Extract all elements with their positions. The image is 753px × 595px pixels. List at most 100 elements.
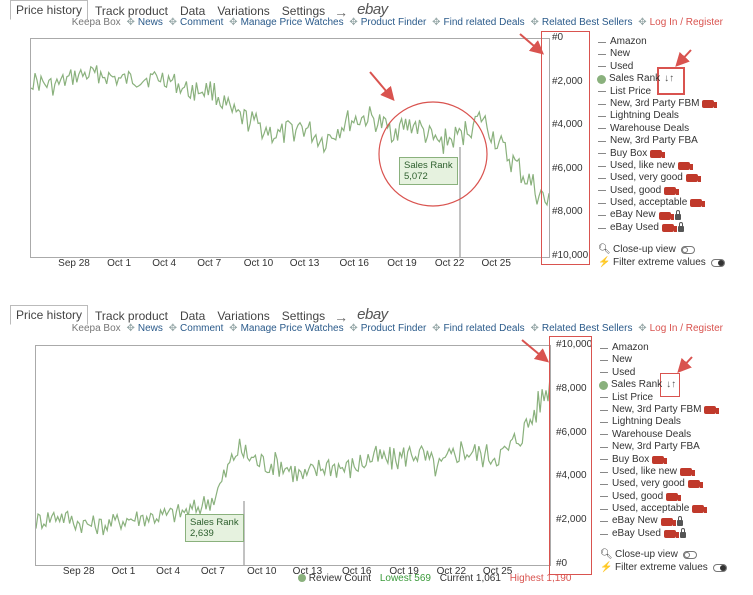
legend-dash-icon [598,190,606,192]
legend-item[interactable]: New, 3rd Party FBA [598,135,714,147]
legend-item[interactable]: Buy Box [598,148,714,160]
related-best-sellers-link[interactable]: Related Best Sellers [541,17,633,28]
legend-item[interactable]: Sales Rank ↓↑ [597,73,714,85]
y-tick-label: #2,000 [556,514,587,526]
tab-data[interactable]: Data [179,4,206,18]
closeup-toggle[interactable] [682,550,697,559]
manage-price-watches-link[interactable]: Manage Price Watches [240,323,344,334]
tab-price-history[interactable]: Price history [10,305,89,325]
keepa-box-link[interactable]: Keepa Box [71,323,121,334]
legend-item[interactable]: List Price [600,392,716,404]
find-related-deals-link[interactable]: Find related Deals [443,17,525,28]
ebay-logo[interactable]: ebay [357,306,388,323]
legend-item[interactable]: Used, like new [600,466,716,478]
legend-item[interactable]: eBay Used [598,222,714,234]
legend-item[interactable]: New, 3rd Party FBM [600,404,720,416]
arrow-right-icon: → [334,4,349,20]
news-link[interactable]: News [137,323,163,334]
login-register-link[interactable]: Log In / Register [649,323,723,334]
legend-dash-icon [598,128,606,130]
comment-link[interactable]: Comment [180,323,224,334]
news-link[interactable]: News [137,17,163,28]
legend-item[interactable]: Used [600,367,716,379]
sales-rank-chart-bottom[interactable] [35,345,551,566]
truck-icon [666,492,682,501]
legend-dash-icon [600,483,608,485]
legend-item[interactable]: List Price [598,86,714,98]
legend-dash-icon [600,347,608,349]
legend-item[interactable]: Used, good [598,185,714,197]
related-best-sellers-link[interactable]: Related Best Sellers [541,323,633,334]
legend-label: Sales Rank [611,379,663,391]
legend-item[interactable]: New [598,48,714,60]
lock-icon [679,528,686,539]
closeup-toggle[interactable] [680,245,695,254]
closeup-view-option[interactable]: 🔍︎ Close-up view [600,549,697,560]
filter-toggle[interactable] [710,258,725,267]
sort-icon[interactable]: ↓↑ [666,379,677,391]
separator-icon: ✥ [229,323,238,334]
legend-item[interactable]: Used, very good [600,478,716,490]
x-tick-label: Oct 19 [389,566,419,577]
legend-top: Amazon New Used Sales Rank ↓↑ List Price New, … [597,36,718,234]
tab-data[interactable]: Data [179,309,206,323]
review-count-label[interactable]: Review Count [308,573,372,584]
tab-variations[interactable]: Variations [217,4,270,18]
legend-item[interactable]: Warehouse Deals [598,123,714,135]
legend-item[interactable]: Used [598,61,714,73]
legend-item[interactable]: Warehouse Deals [600,429,716,441]
legend-item[interactable]: Used, acceptable [600,503,716,515]
separator-icon: ✥ [638,17,647,28]
find-related-deals-link[interactable]: Find related Deals [443,323,525,334]
legend-item[interactable]: Used, acceptable [598,197,714,209]
filter-extreme-label: Filter extreme values [615,562,708,573]
sales-rank-chart-top[interactable] [30,38,550,258]
legend-label: Sales Rank [609,73,661,85]
legend-item[interactable]: eBay New [598,209,714,221]
tab-price-history[interactable]: Price history [10,0,89,20]
legend-label: Used, very good [612,478,685,490]
legend-item[interactable]: Used, like new [598,160,714,172]
filter-extreme-option[interactable]: ⚡ Filter extreme values [598,257,725,268]
closeup-view-option[interactable]: 🔍︎ Close-up view [598,244,695,255]
login-register-link[interactable]: Log In / Register [649,17,723,28]
legend-item[interactable]: Amazon [598,36,714,48]
legend-label: New [612,354,633,366]
legend-item[interactable]: eBay Used [600,528,716,540]
y-tick-label: #10,000 [556,339,593,350]
legend-item[interactable]: Lightning Deals [600,416,716,428]
legend-label: Used, good [612,490,664,502]
legend-label: Warehouse Deals [610,122,690,134]
legend-item[interactable]: New, 3rd Party FBM [598,98,718,110]
legend-dash-icon [600,459,608,461]
sort-icon[interactable]: ↓↑ [664,73,675,85]
tab-variations[interactable]: Variations [217,309,270,323]
y-tick-label: #2,000 [552,75,583,87]
legend-item[interactable]: New [600,354,716,366]
ebay-logo[interactable]: ebay [357,1,388,18]
legend-item[interactable]: Amazon [600,342,716,354]
tab-track-product[interactable]: Track product [95,4,168,18]
tab-settings[interactable]: Settings [281,309,326,323]
separator-icon: ✥ [432,323,441,334]
legend-item[interactable]: Sales Rank ↓↑ [599,379,716,391]
legend-dash-icon [598,116,606,118]
product-finder-link[interactable]: Product Finder [360,323,427,334]
legend-item[interactable]: Buy Box [600,454,716,466]
x-tick-label: Sep 28 [62,566,95,577]
filter-toggle[interactable] [712,563,727,572]
legend-item[interactable]: Used, good [600,491,716,503]
legend-dash-icon [600,446,608,448]
keepa-box-link[interactable]: Keepa Box [71,17,121,28]
legend-item[interactable]: Lightning Deals [598,110,714,122]
product-finder-link[interactable]: Product Finder [360,17,427,28]
legend-item[interactable]: Used, very good [598,172,714,184]
comment-link[interactable]: Comment [180,17,224,28]
manage-price-watches-link[interactable]: Manage Price Watches [240,17,344,28]
legend-label: New, 3rd Party FBA [612,441,700,453]
legend-item[interactable]: eBay New [600,515,716,527]
tab-track-product[interactable]: Track product [95,309,168,323]
filter-extreme-option[interactable]: ⚡ Filter extreme values [600,562,727,573]
tab-settings[interactable]: Settings [281,4,326,18]
legend-item[interactable]: New, 3rd Party FBA [600,441,716,453]
